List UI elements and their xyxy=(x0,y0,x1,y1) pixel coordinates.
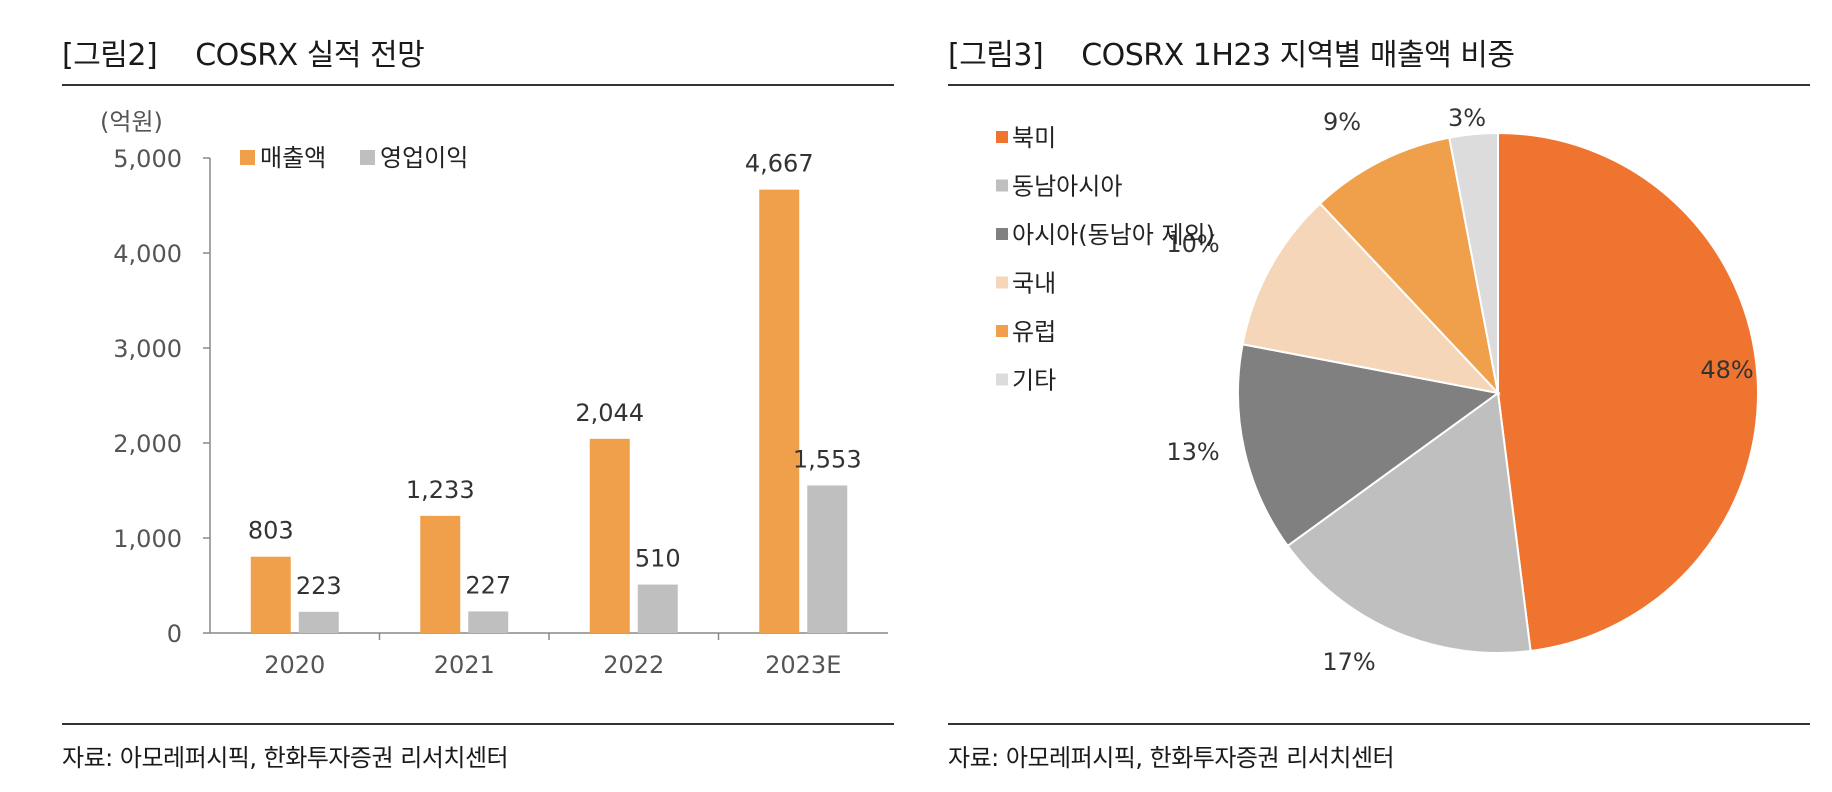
legend-swatch xyxy=(240,150,255,165)
y-tick-label: 3,000 xyxy=(113,335,182,363)
left-panel: [그림2] COSRX 실적 전망 (억원) 0 1,000 2,000 3,000 4,0… xyxy=(62,30,894,772)
right-source-note: 자료: 아모레퍼시픽, 한화투자증권 리서치센터 xyxy=(948,744,1395,772)
pie-value-label: 9% xyxy=(1323,108,1361,136)
right-title-rule xyxy=(948,84,1810,86)
data-label: 803 xyxy=(248,517,294,545)
pie-value-label: 48% xyxy=(1700,356,1753,384)
right-chart-title: COSRX 1H23 지역별 매출액 비중 xyxy=(1081,38,1515,73)
legend-swatch xyxy=(996,131,1008,143)
right-figure-label: [그림3] xyxy=(948,38,1044,73)
legend-label: 북미 xyxy=(1012,124,1056,152)
left-figure-label: [그림2] xyxy=(62,38,158,73)
bar-op-profit xyxy=(468,611,509,633)
bar-sales xyxy=(589,438,630,633)
bar-op-profit xyxy=(637,584,678,633)
data-label: 4,667 xyxy=(745,150,814,178)
y-tick-label: 2,000 xyxy=(113,430,182,458)
bar-chart: (억원) 0 1,000 2,000 3,000 4,000 5,000 2020 803223… xyxy=(100,108,888,679)
y-tick-label: 4,000 xyxy=(113,240,182,268)
right-figure-title: [그림3] COSRX 1H23 지역별 매출액 비중 xyxy=(948,30,1515,74)
pie-slice xyxy=(1237,343,1501,548)
legend-swatch xyxy=(360,150,375,165)
data-label: 1,233 xyxy=(406,476,475,504)
pie-slice xyxy=(1241,202,1501,395)
pie-value-label: 13% xyxy=(1166,438,1219,466)
x-tick-label: 2021 xyxy=(434,651,495,679)
data-label: 223 xyxy=(296,572,342,600)
legend-label: 영업이익 xyxy=(380,144,468,172)
bar-sales xyxy=(420,515,461,633)
pie-slice xyxy=(1286,391,1532,654)
x-tick-label: 2020 xyxy=(264,651,325,679)
pie-slice xyxy=(1497,131,1759,653)
left-source-note: 자료: 아모레퍼시픽, 한화투자증권 리서치센터 xyxy=(62,744,509,772)
legend-swatch xyxy=(996,228,1008,240)
left-footer-rule xyxy=(62,723,894,725)
y-tick-label: 5,000 xyxy=(113,145,182,173)
legend-label: 매출액 xyxy=(260,144,326,172)
legend-swatch xyxy=(996,373,1008,386)
pie-slice xyxy=(1448,131,1499,394)
right-footer-rule xyxy=(948,723,1810,725)
pie-value-label: 10% xyxy=(1166,230,1219,258)
y-tick-label: 0 xyxy=(167,620,182,648)
data-label: 510 xyxy=(635,545,681,573)
bar-sales xyxy=(250,556,291,633)
legend-label: 아시아(동남아 제외) xyxy=(1012,221,1215,249)
legend-swatch xyxy=(996,179,1008,192)
legend-swatch xyxy=(996,325,1008,337)
bar-op-profit xyxy=(807,485,848,633)
y-unit-label: (억원) xyxy=(100,108,163,136)
pie-slice xyxy=(1318,136,1500,397)
legend-label: 국내 xyxy=(1012,270,1056,298)
pie-value-label: 3% xyxy=(1448,104,1486,132)
right-panel: [그림3] COSRX 1H23 지역별 매출액 비중 48% 17% 13% 10% 9… xyxy=(916,0,1832,792)
left-title-rule xyxy=(62,84,894,86)
legend-label: 유럽 xyxy=(1012,318,1056,346)
legend-label: 동남아시아 xyxy=(1012,173,1122,201)
x-tick-label: 2023E xyxy=(765,651,841,679)
pie-value-label: 17% xyxy=(1322,648,1375,676)
bar-op-profit xyxy=(298,611,339,633)
legend-swatch xyxy=(996,276,1008,289)
bar-sales xyxy=(759,189,800,633)
data-label: 2,044 xyxy=(575,399,644,427)
data-label: 227 xyxy=(465,571,511,599)
y-tick-label: 1,000 xyxy=(113,525,182,553)
left-figure-title: [그림2] COSRX 실적 전망 xyxy=(62,30,425,74)
x-tick-label: 2022 xyxy=(603,651,664,679)
legend-label: 기타 xyxy=(1012,367,1056,395)
data-label: 1,553 xyxy=(793,445,862,473)
left-chart-title: COSRX 실적 전망 xyxy=(195,38,425,73)
